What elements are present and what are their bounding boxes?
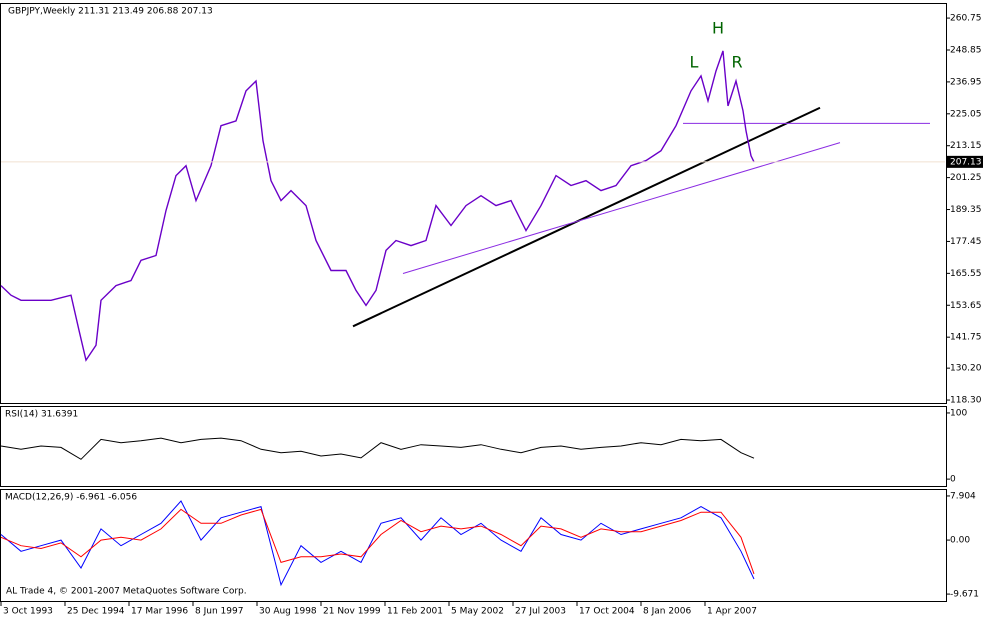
panel-title: RSI(14) 31.6391 [5, 410, 78, 420]
y-tick-label: 7.904 [950, 491, 976, 501]
y-tick-label: 118.30 [950, 396, 982, 406]
y-tick-label: 130.20 [950, 364, 982, 374]
rsi-panel [0, 406, 947, 487]
x-tick-label: 1 Apr 2007 [707, 607, 757, 617]
pattern-label: R [731, 52, 742, 71]
x-tick-label: 8 Jan 2006 [643, 607, 691, 617]
y-tick-label: 225.05 [950, 109, 982, 119]
y-tick-label: 0.00 [950, 536, 970, 546]
x-tick-label: 5 May 2002 [451, 607, 504, 617]
series-line [0, 437, 755, 460]
pattern-label: H [712, 18, 724, 37]
x-tick-label: 17 Oct 2004 [579, 607, 635, 617]
y-tick-label: 260.75 [950, 14, 982, 24]
series-line [0, 50, 755, 362]
panel-title: MACD(12,26,9) -6.961 -6.056 [5, 493, 137, 503]
x-tick-label: 11 Feb 2001 [387, 607, 443, 617]
series-line [0, 508, 755, 575]
y-tick-label: 201.25 [950, 173, 982, 183]
price-badge [947, 155, 983, 168]
y-tick-label: -9.671 [950, 590, 979, 600]
x-tick-label: 17 Mar 1996 [131, 607, 188, 617]
macd-panel [0, 489, 947, 602]
y-tick-label: 189.35 [950, 205, 982, 215]
y-tick-label: 236.95 [950, 77, 982, 87]
x-tick-label: 30 Aug 1998 [259, 607, 317, 617]
panel-title: GBPJPY,Weekly 211.31 213.49 206.88 207.1… [8, 7, 213, 17]
pattern-label: L [690, 52, 699, 71]
trendline [352, 106, 821, 328]
x-tick-label: 3 Oct 1993 [3, 607, 53, 617]
series-line [0, 500, 755, 587]
y-tick-label: 248.85 [950, 45, 982, 55]
copyright: AL Trade 4, © 2001-2007 MetaQuotes Softw… [6, 587, 247, 597]
y-tick-label: 177.45 [950, 237, 982, 247]
x-tick-label: 8 Jun 1997 [195, 607, 243, 617]
x-tick-label: 27 Jul 2003 [515, 607, 566, 617]
y-tick-label: 213.15 [950, 141, 982, 151]
y-tick-label: 0 [950, 475, 956, 485]
price-badge-label: 207.13 [950, 157, 982, 167]
y-tick-label: 153.65 [950, 301, 982, 311]
trendline [402, 142, 841, 274]
x-tick-label: 21 Nov 1999 [323, 607, 381, 617]
y-tick-label: 165.55 [950, 269, 982, 279]
y-tick-label: 100 [950, 408, 967, 418]
x-tick-label: 25 Dec 1994 [67, 607, 125, 617]
y-tick-label: 141.75 [950, 333, 982, 343]
price-panel [0, 3, 947, 404]
